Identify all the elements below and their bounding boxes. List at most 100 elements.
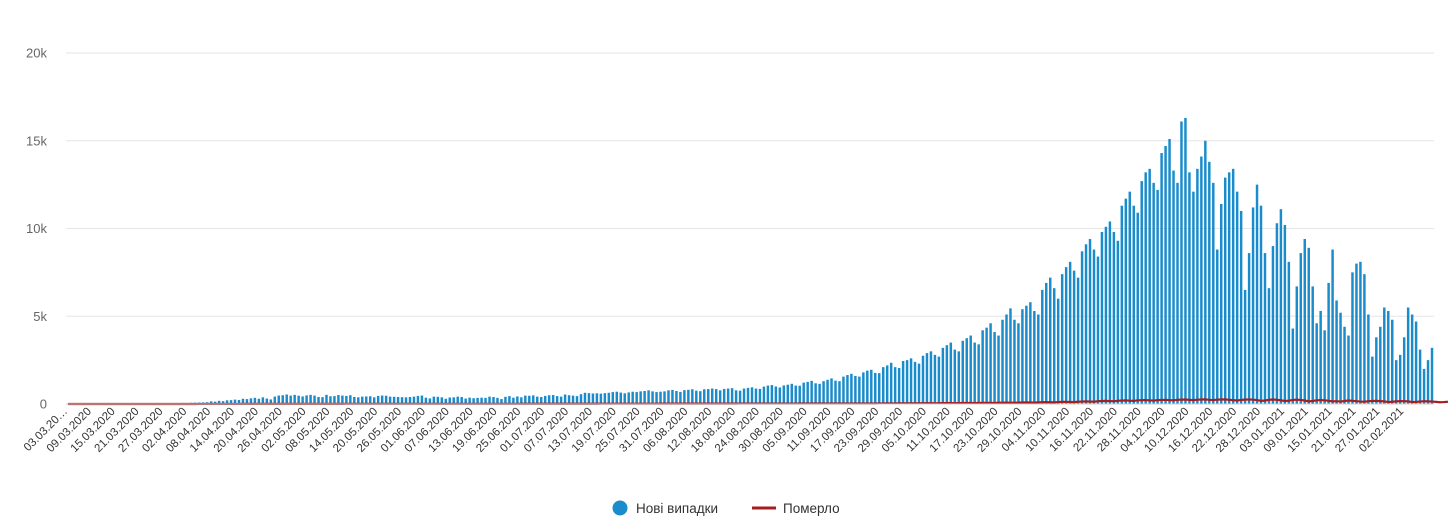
bar[interactable] [985, 327, 988, 404]
bar[interactable] [842, 376, 845, 404]
bar[interactable] [663, 391, 666, 404]
bar[interactable] [349, 395, 352, 404]
bar[interactable] [1247, 253, 1251, 404]
bar[interactable] [889, 362, 893, 404]
bar[interactable] [1307, 247, 1310, 404]
bar[interactable] [639, 391, 642, 404]
bar[interactable] [623, 393, 626, 404]
bar[interactable] [1430, 347, 1434, 404]
bar[interactable] [1251, 207, 1255, 404]
bar[interactable] [480, 397, 483, 404]
bar[interactable] [1084, 244, 1088, 404]
bar[interactable] [885, 365, 889, 404]
bar[interactable] [1208, 161, 1211, 404]
bar[interactable] [1116, 240, 1120, 404]
bar[interactable] [1402, 337, 1406, 404]
bar[interactable] [301, 396, 304, 404]
bar[interactable] [400, 397, 404, 404]
bar[interactable] [619, 392, 622, 404]
bar[interactable] [770, 385, 774, 404]
bar[interactable] [997, 335, 1000, 404]
bar[interactable] [436, 396, 440, 404]
bar[interactable] [1152, 182, 1155, 404]
bar[interactable] [1303, 239, 1306, 404]
bar[interactable] [1124, 198, 1128, 404]
bar[interactable] [1291, 328, 1295, 404]
bar[interactable] [794, 385, 797, 404]
bar[interactable] [229, 400, 233, 404]
bar[interactable] [249, 398, 253, 404]
bar[interactable] [858, 376, 861, 404]
bar[interactable] [691, 389, 694, 404]
bar[interactable] [329, 396, 332, 404]
bar[interactable] [734, 390, 738, 404]
bar[interactable] [881, 367, 885, 404]
bar[interactable] [1414, 321, 1418, 404]
bar[interactable] [1025, 305, 1028, 404]
bar[interactable] [575, 396, 579, 404]
bar[interactable] [1220, 203, 1223, 404]
bar[interactable] [778, 387, 782, 405]
bar[interactable] [221, 401, 225, 404]
bar[interactable] [1331, 249, 1334, 404]
bar[interactable] [1263, 253, 1267, 404]
bar[interactable] [1049, 277, 1052, 404]
bar[interactable] [607, 392, 611, 404]
bar[interactable] [1212, 182, 1215, 404]
bar[interactable] [265, 398, 269, 404]
bar[interactable] [1243, 289, 1247, 404]
bar[interactable] [261, 397, 265, 404]
bar[interactable] [929, 351, 933, 404]
bar[interactable] [1052, 288, 1056, 404]
bar[interactable] [1013, 319, 1016, 404]
bar[interactable] [325, 394, 328, 404]
bar[interactable] [826, 379, 829, 404]
legend-item-deaths[interactable]: Померло [752, 501, 840, 516]
bar[interactable] [380, 395, 384, 404]
bar[interactable] [424, 397, 428, 404]
bar[interactable] [949, 342, 953, 404]
bar[interactable] [1092, 249, 1096, 404]
bar[interactable] [257, 398, 261, 404]
bar[interactable] [1406, 307, 1410, 404]
bar[interactable] [536, 396, 539, 404]
bar[interactable] [500, 399, 503, 404]
bar[interactable] [392, 396, 396, 404]
bar[interactable] [269, 399, 273, 404]
bar[interactable] [1383, 307, 1386, 404]
bar[interactable] [893, 367, 897, 404]
bar[interactable] [937, 356, 941, 404]
bar[interactable] [488, 396, 491, 404]
bar[interactable] [464, 398, 467, 404]
bar[interactable] [452, 397, 455, 404]
bar[interactable] [528, 395, 531, 404]
bar[interactable] [1144, 172, 1147, 404]
bar[interactable] [591, 393, 595, 404]
bar[interactable] [786, 384, 790, 404]
bar[interactable] [504, 396, 507, 404]
bar[interactable] [1319, 310, 1322, 404]
bar[interactable] [357, 397, 360, 404]
bar[interactable] [416, 395, 420, 404]
bar[interactable] [508, 396, 511, 404]
bar[interactable] [722, 388, 726, 404]
bar[interactable] [547, 395, 551, 404]
bar[interactable] [1351, 272, 1354, 405]
bar[interactable] [953, 349, 957, 404]
bar[interactable] [1279, 209, 1283, 404]
bar[interactable] [583, 392, 587, 404]
bar[interactable] [1375, 337, 1378, 404]
bar[interactable] [524, 395, 527, 404]
bar[interactable] [1323, 330, 1326, 404]
bar[interactable] [1104, 226, 1108, 404]
bar[interactable] [516, 396, 519, 404]
bar[interactable] [957, 351, 961, 404]
bar[interactable] [539, 396, 543, 404]
bar[interactable] [321, 397, 324, 404]
bar[interactable] [854, 375, 857, 404]
bar[interactable] [520, 397, 523, 404]
bar[interactable] [1299, 253, 1303, 404]
bar[interactable] [337, 395, 340, 404]
bar[interactable] [1064, 267, 1068, 404]
bar[interactable] [1017, 323, 1020, 404]
